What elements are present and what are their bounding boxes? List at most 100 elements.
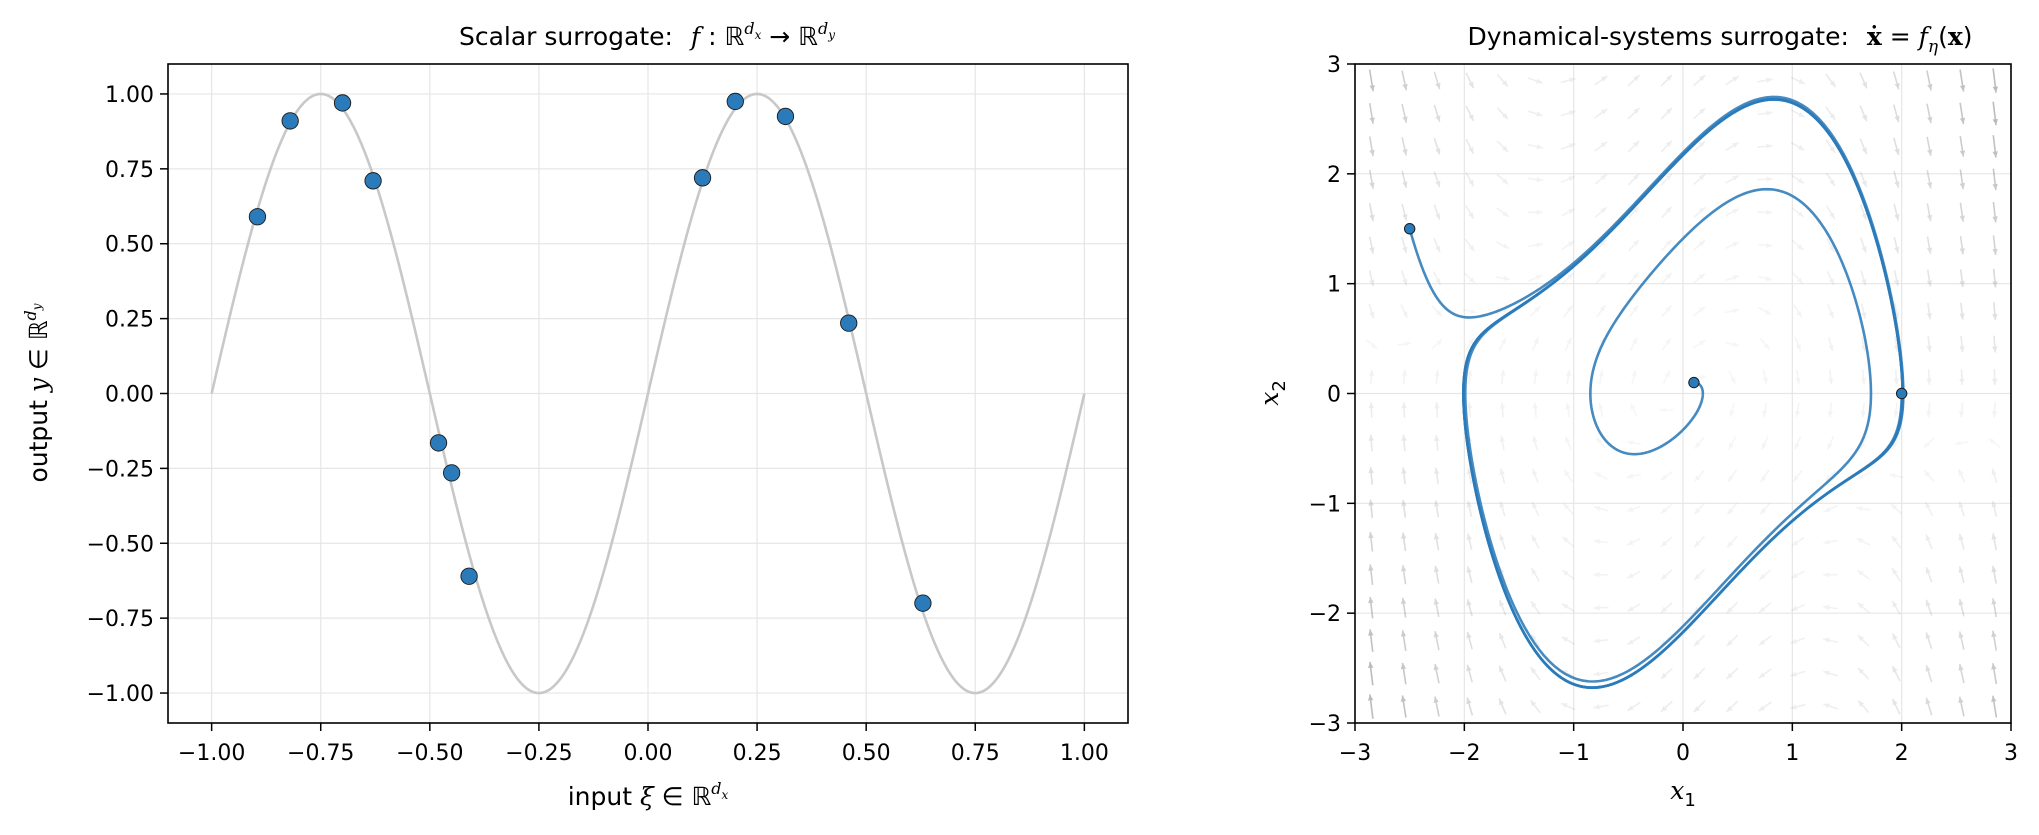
vector-field-arrow	[1631, 369, 1637, 385]
vector-field-arrow	[1594, 108, 1608, 119]
vector-field-arrow	[1433, 237, 1441, 253]
vector-field-arrow	[1891, 535, 1902, 549]
vector-field-arrow	[1693, 568, 1706, 581]
vector-field-arrow	[1926, 302, 1932, 320]
vector-field-arrow	[1594, 173, 1608, 185]
right-y-tick-label: 3	[1327, 53, 1341, 78]
vector-field-arrow	[1693, 206, 1706, 218]
right-y-tick-label: 0	[1327, 383, 1341, 408]
vector-field-arrow	[1762, 402, 1768, 418]
vector-field-arrow	[1792, 272, 1804, 285]
vector-field-arrow	[1627, 74, 1641, 87]
vector-field-arrow	[1856, 472, 1871, 480]
data-point	[333, 94, 352, 112]
vector-field-arrow	[1694, 469, 1705, 482]
vector-field-arrow	[1893, 170, 1900, 188]
data-point	[364, 172, 382, 190]
vector-field-arrow	[1528, 209, 1543, 215]
vector-field-arrow	[1626, 570, 1641, 579]
left-x-tick-label: −0.25	[505, 741, 572, 766]
vector-field-arrow	[1527, 110, 1543, 117]
vector-field-arrow	[1925, 632, 1933, 650]
vector-field-arrow	[1560, 143, 1576, 150]
vector-field-arrow	[1790, 570, 1805, 579]
vector-field-arrow	[1857, 602, 1870, 614]
left-y-axis-label: outputy ∈ ℝdy	[21, 303, 53, 482]
vector-field-arrow	[1859, 171, 1868, 188]
vector-field-arrow	[1823, 637, 1839, 644]
vector-field-arrow	[1824, 470, 1837, 482]
vector-field-arrow	[1561, 208, 1576, 217]
vector-field-arrow	[1725, 174, 1740, 184]
left-x-tick-label: 0.75	[951, 741, 1000, 766]
vector-field-arrow	[1660, 536, 1673, 548]
vector-field-arrow	[1660, 700, 1673, 713]
vector-field-arrow	[1401, 203, 1408, 221]
vector-field-arrow	[1465, 205, 1475, 220]
vector-field-arrow	[1531, 337, 1540, 351]
vector-field-arrow	[1991, 468, 1998, 484]
vector-field-arrow	[1561, 240, 1575, 251]
vector-field-arrow	[1992, 135, 1998, 158]
vector-field-arrow	[1793, 304, 1803, 318]
vector-field-arrow	[1856, 505, 1871, 512]
vector-field-arrow	[1594, 75, 1608, 86]
vector-field-arrow	[1660, 470, 1673, 481]
vector-field-arrow	[1992, 68, 1999, 93]
trajectory-start-point	[1895, 387, 1908, 400]
vector-field-arrow	[1825, 106, 1836, 121]
vector-field-arrow	[1893, 270, 1900, 287]
vector-field-arrow	[1560, 77, 1576, 84]
vector-field-arrow	[1958, 566, 1965, 584]
vector-field-arrow	[1499, 468, 1506, 484]
vector-field-arrow	[1661, 337, 1672, 351]
vector-field-arrow	[1959, 302, 1965, 320]
vector-field-arrow	[1959, 135, 1966, 157]
vector-field-arrow	[1959, 102, 1966, 125]
vector-field-arrow	[1594, 141, 1608, 152]
vector-field-arrow	[1991, 630, 1998, 651]
vector-field-arrow	[1958, 631, 1965, 650]
left-x-tick-label: −1.00	[178, 741, 245, 766]
vector-field-arrow	[1790, 670, 1806, 677]
data-point	[429, 434, 448, 452]
vector-field-arrow	[1760, 469, 1770, 483]
vector-field-arrow	[1532, 369, 1539, 385]
vector-field-arrow	[1992, 201, 1998, 223]
vector-field-arrow	[1433, 500, 1440, 518]
vector-field-arrow	[1757, 176, 1773, 182]
right-x-tick-label: 3	[2004, 741, 2018, 766]
vector-field-arrow	[1401, 70, 1408, 91]
right-x-axis-label: x1	[1670, 776, 1696, 811]
vector-field-arrow	[1498, 632, 1507, 649]
right-x-tick-label: 0	[1676, 741, 1690, 766]
vector-field-arrow	[1562, 272, 1575, 284]
left-x-tick-label: 0.00	[624, 741, 673, 766]
vector-field-arrow	[1368, 69, 1375, 92]
vector-field-arrow	[1434, 467, 1440, 485]
vector-field-arrow	[1954, 440, 1969, 446]
vector-field-arrow	[1626, 603, 1641, 613]
vector-field-arrow	[1761, 436, 1769, 450]
vector-field-arrow	[1433, 104, 1441, 123]
vector-field-arrow	[1992, 302, 1998, 321]
left-y-tick-label: 0.00	[105, 383, 154, 408]
vector-field-arrow	[1958, 402, 1965, 418]
vector-field-arrow	[1433, 631, 1440, 651]
vector-field-arrow	[1598, 369, 1604, 385]
vector-field-arrow	[1433, 565, 1440, 584]
vector-field-arrow	[1499, 533, 1506, 550]
vector-field-arrow	[1893, 369, 1899, 385]
trajectory-start-points	[1403, 223, 1908, 400]
vector-field-arrow	[1757, 110, 1773, 116]
vector-field-arrow	[1791, 239, 1804, 251]
vector-field-arrow	[1626, 505, 1641, 513]
vector-field-arrow	[1368, 531, 1374, 552]
vector-field-arrow	[1596, 304, 1606, 318]
vector-field-arrow	[1693, 74, 1706, 87]
vector-field-arrow	[1564, 337, 1572, 352]
vector-field-arrow	[1992, 168, 1998, 191]
vector-field-arrow	[1757, 143, 1773, 149]
vector-field-arrow	[1857, 699, 1870, 714]
vector-field-arrow	[1368, 369, 1375, 385]
